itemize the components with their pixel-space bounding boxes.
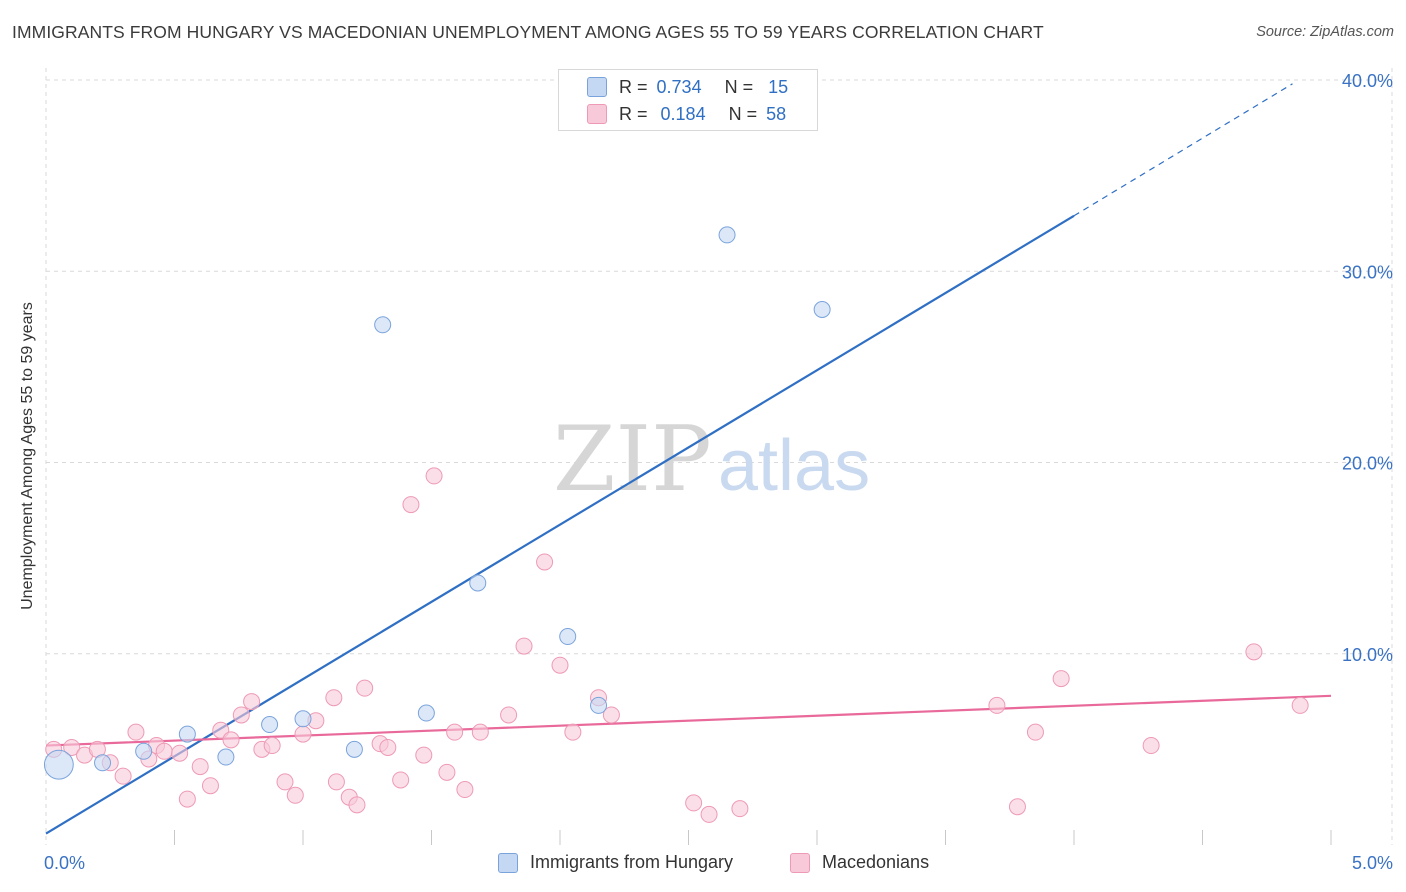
point-hungary bbox=[94, 754, 112, 772]
legend-bottom-swatch-macedonians bbox=[790, 852, 810, 873]
legend-swatch-macedonians bbox=[587, 104, 607, 124]
point-hungary bbox=[590, 696, 608, 714]
point-macedonians bbox=[425, 467, 443, 485]
point-macedonians bbox=[1052, 670, 1070, 688]
point-hungary bbox=[559, 628, 577, 646]
point-macedonians bbox=[325, 689, 343, 707]
point-macedonians bbox=[178, 790, 196, 808]
point-macedonians bbox=[446, 723, 464, 741]
point-macedonians bbox=[500, 706, 518, 724]
point-macedonians bbox=[402, 496, 420, 514]
legend-item-hungary: Immigrants from Hungary bbox=[498, 852, 733, 873]
watermark-atlas: atlas bbox=[718, 426, 870, 506]
source-label: Source: ZipAtlas.com bbox=[1256, 24, 1394, 40]
trendline-macedonians bbox=[45, 694, 1332, 747]
correlation-legend: R = 0.734 N = 15 R = 0.184 N = 58 bbox=[558, 69, 818, 131]
point-macedonians bbox=[379, 738, 397, 756]
point-hungary bbox=[261, 716, 279, 734]
point-hungary bbox=[43, 749, 74, 780]
y-tick-label: 20.0% bbox=[1342, 454, 1393, 474]
point-macedonians bbox=[1008, 798, 1026, 816]
point-macedonians bbox=[988, 696, 1006, 714]
point-macedonians bbox=[276, 773, 294, 791]
legend-n-value-hungary: 15 bbox=[768, 76, 789, 97]
point-macedonians bbox=[1142, 737, 1160, 755]
point-macedonians bbox=[327, 773, 345, 791]
y-tick-label: 30.0% bbox=[1342, 262, 1393, 282]
point-macedonians bbox=[1245, 643, 1263, 661]
legend-n-value-macedonians: 58 bbox=[766, 103, 787, 124]
legend-bottom-swatch-hungary bbox=[498, 852, 518, 873]
chart-title: IMMIGRANTS FROM HUNGARY VS MACEDONIAN UN… bbox=[12, 22, 1044, 42]
legend-item-macedonians: Macedonians bbox=[790, 852, 929, 873]
point-macedonians bbox=[191, 758, 209, 776]
point-macedonians bbox=[127, 723, 145, 741]
point-macedonians bbox=[515, 637, 533, 655]
point-hungary bbox=[217, 748, 235, 766]
point-hungary bbox=[178, 725, 196, 743]
legend-r-label: R = bbox=[619, 103, 648, 124]
point-macedonians bbox=[392, 771, 410, 789]
point-macedonians bbox=[63, 738, 81, 756]
trendline-hungary bbox=[45, 214, 1075, 835]
point-macedonians bbox=[114, 767, 132, 785]
legend-n-label: N = bbox=[724, 76, 754, 97]
point-macedonians bbox=[438, 763, 456, 781]
point-macedonians bbox=[551, 656, 569, 674]
trendline-hungary-extension bbox=[1073, 83, 1293, 217]
point-macedonians bbox=[171, 744, 189, 762]
point-hungary bbox=[294, 710, 312, 728]
legend-r-value-macedonians: 0.184 bbox=[660, 103, 706, 124]
point-macedonians bbox=[232, 706, 250, 724]
point-macedonians bbox=[201, 777, 219, 795]
y-tick-label: 40.0% bbox=[1342, 71, 1393, 91]
point-macedonians bbox=[243, 693, 261, 711]
legend-n-label: N = bbox=[728, 103, 758, 124]
point-macedonians bbox=[700, 805, 718, 823]
watermark-zip: ZIP bbox=[553, 407, 712, 512]
legend-swatch-hungary bbox=[587, 77, 607, 97]
legend-r-value-hungary: 0.734 bbox=[656, 76, 702, 97]
point-macedonians bbox=[536, 553, 554, 571]
x-tick-label: 5.0% bbox=[1352, 853, 1393, 873]
point-macedonians bbox=[471, 723, 489, 741]
point-macedonians bbox=[263, 737, 281, 755]
point-hungary bbox=[374, 316, 392, 334]
point-macedonians bbox=[155, 742, 173, 760]
legend-r-label: R = bbox=[619, 76, 648, 97]
x-tick-label: 0.0% bbox=[44, 853, 85, 873]
watermark: ZIP atlas bbox=[553, 407, 870, 512]
y-tick-label: 10.0% bbox=[1342, 645, 1393, 665]
point-macedonians bbox=[685, 794, 703, 812]
point-macedonians bbox=[1291, 696, 1309, 714]
point-hungary bbox=[718, 226, 736, 244]
point-macedonians bbox=[348, 796, 366, 814]
point-macedonians bbox=[1026, 723, 1044, 741]
point-hungary bbox=[813, 301, 831, 318]
point-macedonians bbox=[356, 679, 374, 697]
legend-bottom-label-macedonians: Macedonians bbox=[822, 852, 930, 872]
point-macedonians bbox=[456, 781, 474, 799]
point-macedonians bbox=[286, 786, 304, 804]
point-macedonians bbox=[222, 731, 240, 749]
point-macedonians bbox=[564, 723, 582, 741]
point-macedonians bbox=[602, 706, 620, 724]
point-hungary bbox=[345, 740, 363, 758]
point-macedonians bbox=[415, 746, 433, 764]
y-axis-label: Unemployment Among Ages 55 to 59 years bbox=[19, 302, 36, 610]
point-macedonians bbox=[731, 800, 749, 818]
point-hungary bbox=[135, 742, 153, 760]
point-macedonians bbox=[294, 725, 312, 743]
legend-bottom-label-hungary: Immigrants from Hungary bbox=[530, 852, 734, 872]
point-hungary bbox=[469, 574, 487, 592]
point-hungary bbox=[417, 704, 435, 722]
